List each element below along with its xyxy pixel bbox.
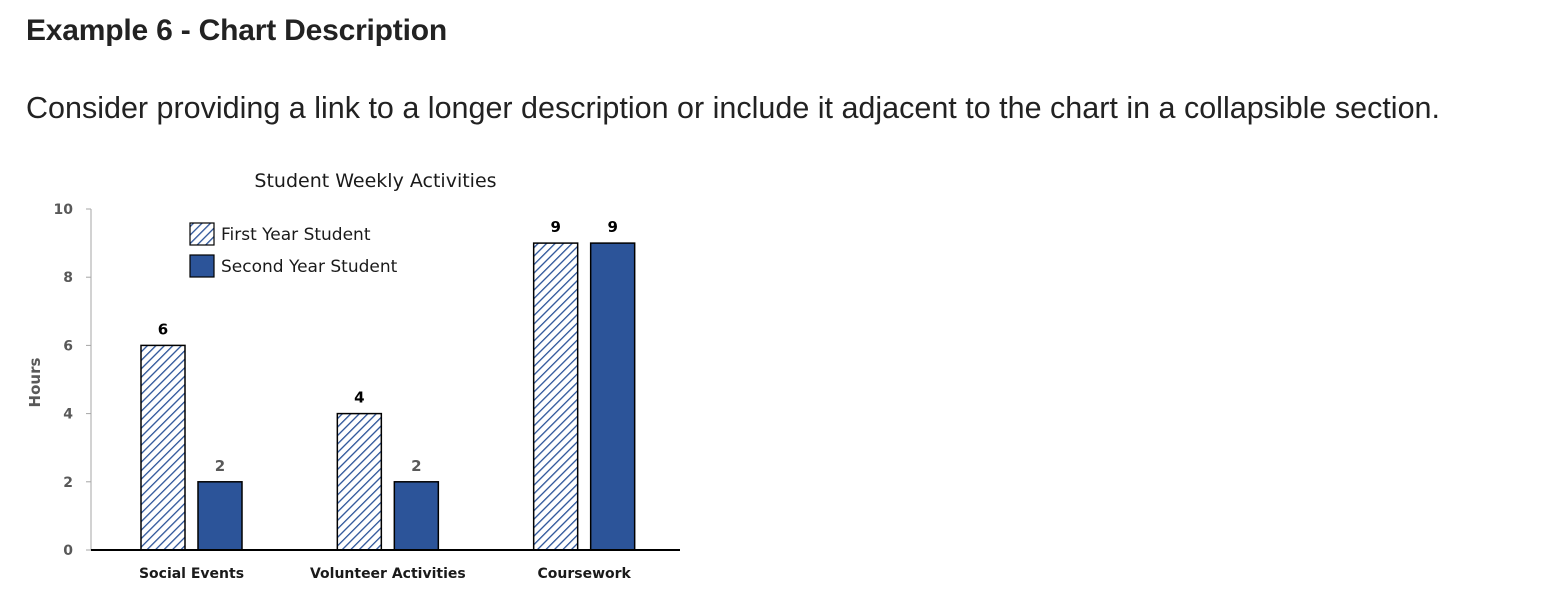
- y-tick-label: 10: [54, 202, 74, 218]
- bar-second-year: [589, 242, 636, 551]
- x-category-label: Social Events: [139, 566, 244, 582]
- y-tick-label: 0: [63, 543, 73, 559]
- intro-text: Consider providing a link to a longer de…: [26, 91, 1440, 125]
- chart-title: Student Weekly Activities: [254, 170, 496, 192]
- legend-swatch: [189, 254, 215, 278]
- y-tick-label: 2: [63, 475, 73, 491]
- data-label: 2: [215, 457, 225, 475]
- data-label: 2: [411, 457, 421, 475]
- y-tick-label: 8: [63, 270, 73, 286]
- y-tick-label: 6: [63, 338, 73, 354]
- chart-container: Student Weekly Activities 0 2 4 6 8 10 Hours 6 2 S…: [0, 0, 700, 604]
- data-label: 4: [354, 389, 364, 407]
- legend-swatch: [189, 222, 215, 246]
- x-category-label: Coursework: [537, 566, 631, 582]
- bar-first-year: [140, 344, 186, 551]
- data-label: 9: [607, 218, 617, 236]
- bar-chart: Student Weekly Activities 0 2 4 6 8 10 Hours 6 2 S…: [26, 170, 680, 582]
- x-category-label: Volunteer Activities: [310, 566, 466, 582]
- data-label: 9: [550, 218, 560, 236]
- bar-first-year: [532, 242, 579, 551]
- legend-label: Second Year Student: [221, 257, 398, 277]
- y-axis-title: Hours: [26, 358, 44, 408]
- y-tick-label: 4: [63, 407, 73, 423]
- legend-label: First Year Student: [221, 225, 371, 245]
- bar-second-year: [393, 481, 440, 551]
- bar-second-year: [197, 481, 243, 551]
- page-heading: Example 6 - Chart Description: [26, 14, 447, 47]
- data-label: 6: [158, 320, 168, 338]
- bar-first-year: [336, 412, 383, 551]
